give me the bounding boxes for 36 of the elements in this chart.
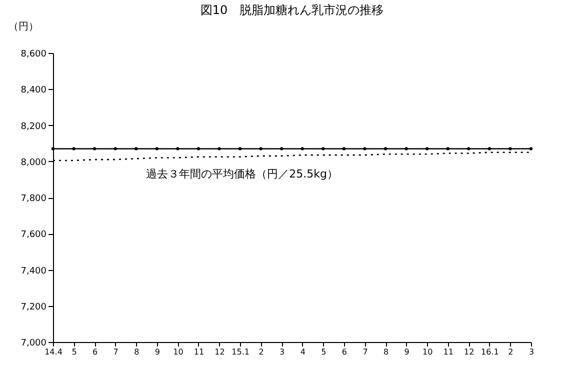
- y-tick-label: 7,800: [20, 194, 47, 204]
- y-tick-label: 8,600: [20, 50, 47, 60]
- y-tick-label: 8,200: [20, 122, 47, 132]
- y-tick-label: 7,400: [20, 266, 47, 276]
- x-tick-label: 4: [300, 348, 306, 356]
- x-tick-label: 12: [214, 348, 225, 356]
- x-tick-label: 10: [173, 348, 184, 356]
- y-tick-label: 7,200: [20, 302, 47, 312]
- x-tick-label: 5: [321, 348, 326, 356]
- x-tick-label: 9: [154, 348, 160, 356]
- x-tick-label: 16.1: [481, 348, 499, 356]
- x-tick-label: 11: [194, 348, 204, 356]
- x-tick-label: 14.4: [44, 348, 62, 356]
- x-tick-label: 8: [134, 348, 140, 356]
- y-tick-label: 7,000: [20, 338, 47, 348]
- x-tick-label: 15.1: [232, 348, 250, 356]
- chart-title: 図10 脱脂加糖れん乳市況の推移: [200, 3, 384, 17]
- x-tick-label: 9: [404, 348, 410, 356]
- x-tick-label: 10: [422, 348, 433, 356]
- series-label: 過去３年間の平均価格（円／25.5kg）: [146, 168, 338, 181]
- x-tick-label: 8: [383, 348, 389, 356]
- y-axis-title: （円）: [8, 22, 38, 32]
- y-tick-label: 8,400: [20, 86, 47, 96]
- x-tick-label: 2: [258, 348, 264, 356]
- x-tick-label: 5: [72, 348, 77, 356]
- x-tick-label: 6: [342, 348, 348, 356]
- x-tick-label: 3: [528, 348, 534, 356]
- y-tick-label: 7,600: [20, 230, 47, 240]
- x-tick-label: 2: [508, 348, 514, 356]
- x-tick-label: 7: [362, 348, 368, 356]
- x-tick-label: 12: [464, 348, 474, 356]
- x-tick-label: 7: [113, 348, 118, 356]
- x-tick-label: 11: [443, 348, 454, 356]
- x-tick-label: 6: [92, 348, 98, 356]
- y-tick-label: 8,000: [20, 158, 47, 168]
- x-tick-label: 3: [280, 348, 285, 356]
